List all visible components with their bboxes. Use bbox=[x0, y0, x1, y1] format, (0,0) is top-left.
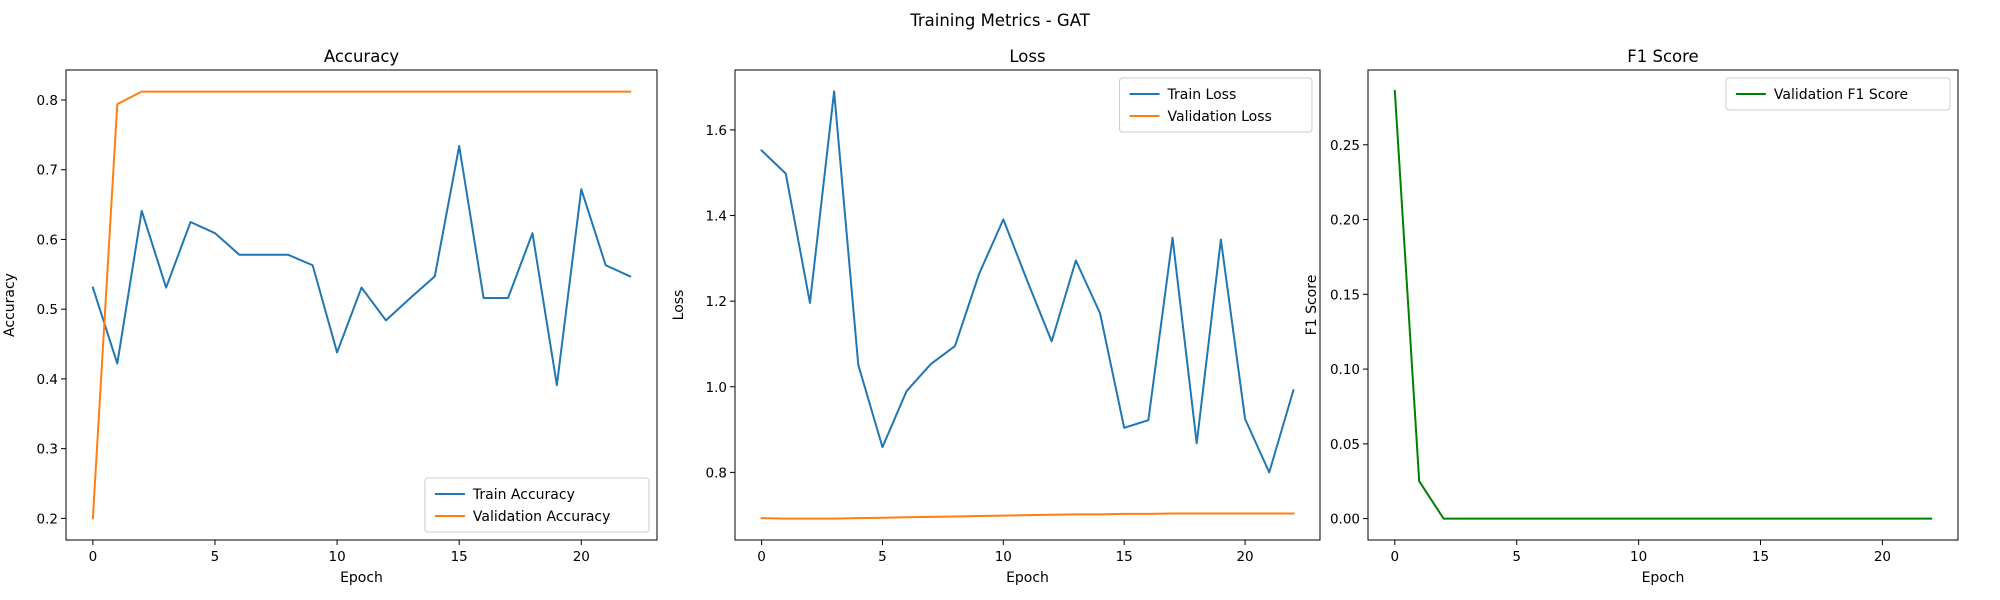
chart-1-series-line-2 bbox=[91, 90, 632, 520]
chart-1-xtick-label: 0 bbox=[89, 549, 98, 565]
chart-2-legend: Train Loss Validation Loss bbox=[1119, 77, 1313, 133]
chart-1-ytick-label: 0.5 bbox=[37, 302, 58, 318]
chart-3-xtick-label: 10 bbox=[1630, 549, 1647, 565]
chart-2-xtick-label: 0 bbox=[757, 549, 766, 565]
chart-3-ylabel: F1 Score bbox=[1304, 275, 1320, 336]
chart-1-ytick-label: 0.7 bbox=[37, 163, 58, 179]
chart-3-xlabel: Epoch bbox=[1642, 570, 1685, 586]
chart-2-legend-box bbox=[1119, 77, 1313, 133]
chart-1-legend-label-1: Train Accuracy bbox=[472, 487, 575, 503]
chart-2-ytick-label: 0.8 bbox=[706, 465, 727, 481]
chart-3-legend-box bbox=[1725, 77, 1951, 111]
chart-3-axes-frame bbox=[1367, 69, 1959, 541]
chart-2-series-line-1 bbox=[760, 90, 1295, 474]
chart-3-series-line-1 bbox=[1393, 89, 1933, 520]
chart-panel-1: Accuracy 0 5 10 15 20 0.2 0.3 0.4 0.5 0.6 0.7 0.8 Epo… bbox=[2, 47, 658, 586]
chart-2-ytick-label: 1.2 bbox=[706, 294, 727, 310]
chart-1-xtick-label: 15 bbox=[451, 549, 468, 565]
chart-2-xtick-label: 20 bbox=[1236, 549, 1253, 565]
chart-panel-2: Loss 0 5 10 15 20 0.8 1.0 1.2 1.4 1.6 Epoch Loss Trai… bbox=[671, 47, 1321, 586]
chart-1-ytick-label: 0.6 bbox=[37, 232, 58, 248]
chart-2-ylabel: Loss bbox=[671, 290, 687, 321]
chart-1-xtick-label: 5 bbox=[211, 549, 220, 565]
chart-3-ytick-label: 0.10 bbox=[1330, 362, 1360, 378]
chart-1-legend-label-2: Validation Accuracy bbox=[473, 509, 611, 525]
chart-1-legend-box bbox=[424, 477, 650, 533]
chart-1-axes-frame bbox=[65, 69, 658, 541]
chart-1-legend: Train Accuracy Validation Accuracy bbox=[424, 477, 650, 533]
chart-3-xtick-label: 20 bbox=[1874, 549, 1891, 565]
chart-1-ytick-label: 0.3 bbox=[37, 442, 58, 458]
chart-2-series-line-2 bbox=[760, 512, 1295, 520]
chart-2-legend-label-2: Validation Loss bbox=[1168, 109, 1272, 125]
chart-3-ytick-label: 0.15 bbox=[1330, 287, 1360, 303]
chart-3-xtick-label: 0 bbox=[1391, 549, 1400, 565]
chart-1-ytick-label: 0.2 bbox=[37, 511, 58, 527]
chart-2-xtick-label: 5 bbox=[878, 549, 887, 565]
chart-3-ytick-label: 0.05 bbox=[1330, 437, 1360, 453]
chart-1-ytick-label: 0.8 bbox=[37, 93, 58, 109]
chart-3-legend-label-1: Validation F1 Score bbox=[1774, 87, 1908, 103]
chart-2-axes-frame bbox=[734, 69, 1321, 541]
figure-suptitle: Training Metrics - GAT bbox=[909, 11, 1090, 30]
chart-3-ytick-label: 0.25 bbox=[1330, 138, 1360, 154]
chart-1-title: Accuracy bbox=[324, 47, 400, 66]
chart-2-ytick-label: 1.4 bbox=[706, 209, 727, 225]
chart-3-xtick-label: 15 bbox=[1752, 549, 1769, 565]
chart-1-series-line-1 bbox=[91, 145, 632, 387]
chart-3-title: F1 Score bbox=[1627, 47, 1698, 66]
chart-2-ytick-label: 1.6 bbox=[706, 123, 727, 139]
chart-panel-3: F1 Score 0 5 10 15 20 0.00 0.05 0.10 0.15 0.20 0.25… bbox=[1304, 47, 1959, 586]
chart-2-ytick-label: 1.0 bbox=[706, 380, 727, 396]
chart-2-legend-label-1: Train Loss bbox=[1167, 87, 1237, 103]
chart-1-xtick-label: 10 bbox=[328, 549, 345, 565]
chart-2-xlabel: Epoch bbox=[1006, 570, 1049, 586]
chart-3-xtick-label: 5 bbox=[1512, 549, 1521, 565]
chart-3-legend: Validation F1 Score bbox=[1725, 77, 1951, 111]
chart-1-ylabel: Accuracy bbox=[2, 273, 18, 337]
chart-1-xtick-label: 20 bbox=[573, 549, 590, 565]
chart-3-ytick-label: 0.00 bbox=[1330, 512, 1360, 528]
chart-1-xlabel: Epoch bbox=[340, 570, 383, 586]
chart-1-ytick-label: 0.4 bbox=[37, 372, 58, 388]
chart-2-title: Loss bbox=[1009, 47, 1045, 66]
chart-2-xtick-label: 15 bbox=[1116, 549, 1133, 565]
chart-3-ytick-label: 0.20 bbox=[1330, 213, 1360, 229]
chart-2-xtick-label: 10 bbox=[995, 549, 1012, 565]
